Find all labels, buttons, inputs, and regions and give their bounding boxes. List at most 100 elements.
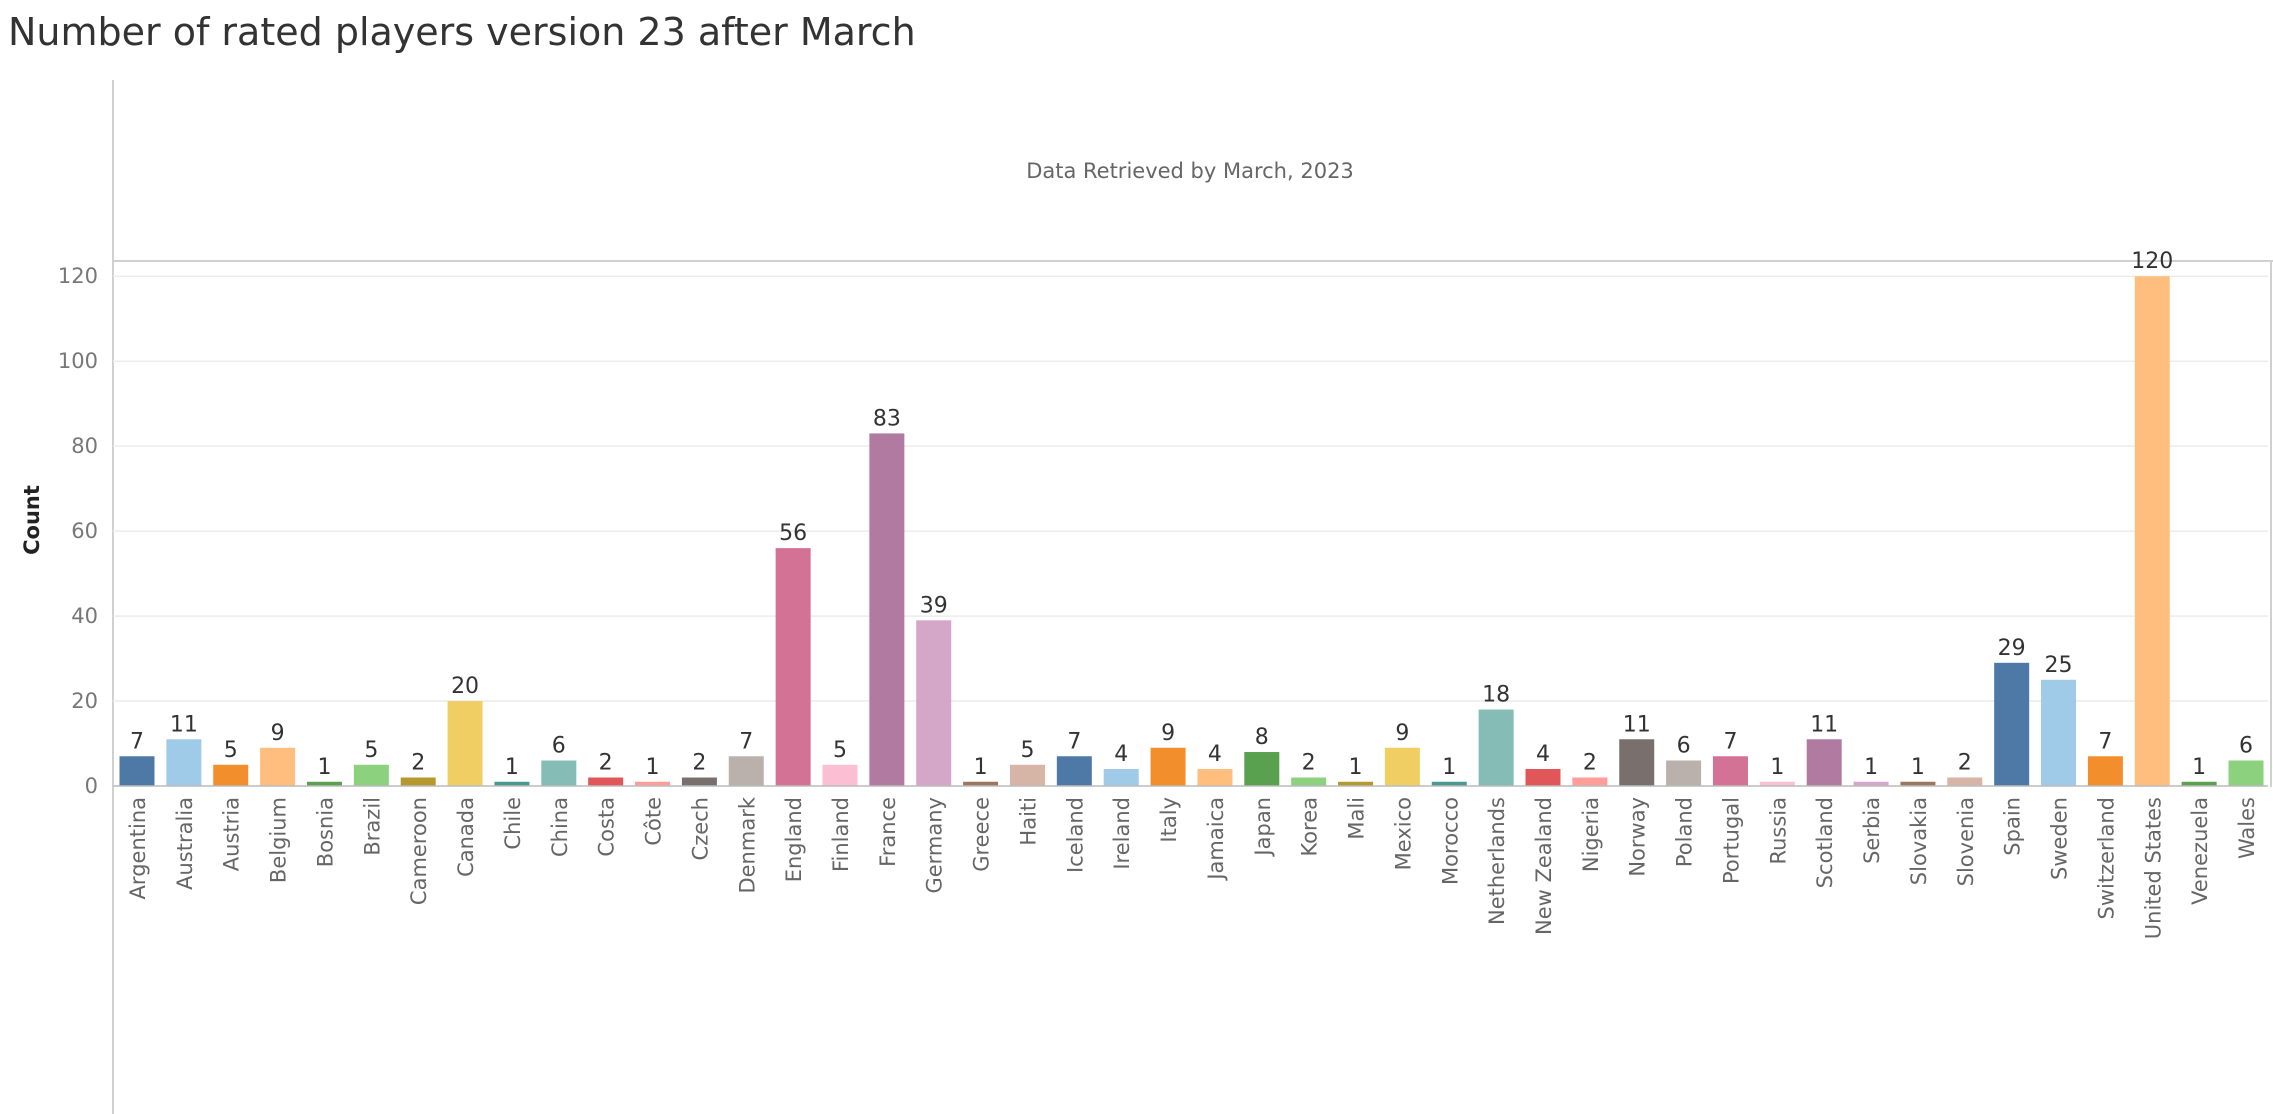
bar-value-label: 6 (1677, 734, 1691, 759)
x-tick-label: Netherlands (1485, 797, 1509, 925)
bar (213, 764, 249, 786)
x-tick-label: Morocco (1438, 797, 1462, 885)
bar (1759, 781, 1795, 786)
x-tick-label: Italy (1157, 797, 1181, 843)
x-tick-label: Scotland (1813, 797, 1837, 888)
bar-value-label: 2 (1583, 751, 1597, 776)
x-tick-label: Greece (970, 797, 994, 872)
bar-value-label: 4 (1208, 742, 1222, 767)
x-tick-label: Belgium (267, 797, 291, 883)
x-tick-label: Nigeria (1579, 797, 1603, 872)
bar-value-label: 1 (1770, 755, 1784, 780)
x-tick-label: Austria (220, 797, 244, 871)
y-tick-label: 100 (58, 349, 98, 373)
bar-value-label: 1 (505, 755, 519, 780)
x-tick-label: Sweden (2048, 797, 2072, 880)
bar (1431, 781, 1467, 786)
x-tick-label: Japan (1251, 797, 1275, 858)
bar (728, 756, 764, 786)
bar (1478, 709, 1514, 786)
gridlines (113, 275, 2268, 702)
bar-value-label: 9 (1395, 721, 1409, 746)
bar (1244, 752, 1280, 786)
x-tick-label: China (548, 797, 572, 857)
bar (166, 739, 202, 786)
x-tick-label: Czech (688, 797, 712, 860)
x-tick-label: Chile (501, 797, 525, 850)
bar (1994, 662, 2030, 786)
bar (2134, 276, 2170, 786)
y-tick-label: 60 (71, 519, 98, 543)
bar-value-label: 5 (224, 738, 238, 763)
bars (119, 276, 2264, 786)
x-tick-label: France (876, 797, 900, 867)
bar (541, 760, 577, 786)
bar (1947, 777, 1983, 786)
bar (2228, 760, 2264, 786)
x-tick-label: Canada (454, 797, 478, 877)
bar-value-label: 2 (1302, 751, 1316, 776)
bar (869, 433, 905, 786)
y-axis-ticks: 0 20 40 60 80 100 120 (58, 264, 98, 798)
x-tick-label: Russia (1766, 797, 1790, 865)
bar (1712, 756, 1748, 786)
x-tick-label: Costa (595, 797, 619, 857)
bar (447, 701, 483, 786)
bar-value-label: 2 (1958, 751, 1972, 776)
bar (635, 781, 671, 786)
bar-value-label: 11 (1810, 712, 1838, 737)
page-title: Number of rated players version 23 after… (8, 10, 916, 54)
bar (400, 777, 436, 786)
bar (2181, 781, 2217, 786)
bar (1666, 760, 1702, 786)
bar-value-label: 7 (2098, 729, 2112, 754)
bar (963, 781, 999, 786)
x-tick-label: Venezuela (2188, 797, 2212, 905)
bar (1338, 781, 1374, 786)
y-tick-label: 0 (85, 774, 98, 798)
bar (1291, 777, 1327, 786)
bar-value-label: 1 (317, 755, 331, 780)
bar (494, 781, 530, 786)
bar (2087, 756, 2123, 786)
bar (1384, 747, 1420, 786)
bar-value-label: 4 (1114, 742, 1128, 767)
bar (1525, 769, 1561, 786)
y-tick-label: 40 (71, 604, 98, 628)
bar-value-label: 5 (364, 738, 378, 763)
bar (353, 764, 389, 786)
x-tick-label: New Zealand (1532, 797, 1556, 935)
x-tick-label: Mali (1345, 797, 1369, 840)
y-axis-title: Count (20, 485, 44, 555)
x-tick-label: Wales (2235, 797, 2259, 859)
x-tick-label: Argentina (126, 797, 150, 899)
bar-value-label: 20 (451, 674, 479, 699)
bar (1806, 739, 1842, 786)
bar-value-label: 7 (739, 729, 753, 754)
x-tick-label: Switzerland (2094, 797, 2118, 920)
x-tick-label: Spain (2001, 797, 2025, 856)
bar (1619, 739, 1655, 786)
x-tick-label: United States (2141, 797, 2165, 939)
y-tick-label: 120 (58, 264, 98, 288)
chart-annotation: Data Retrieved by March, 2023 (1026, 159, 1354, 183)
bar-value-label: 120 (2131, 249, 2173, 274)
x-tick-label: England (782, 797, 806, 882)
bar-value-label: 9 (1161, 721, 1175, 746)
bar-value-label: 4 (1536, 742, 1550, 767)
x-tick-label: Haiti (1016, 797, 1040, 846)
x-tick-label: Jamaica (1204, 797, 1228, 882)
bar-value-label: 7 (130, 729, 144, 754)
bar (1853, 781, 1889, 786)
bar (1103, 769, 1139, 786)
bar-value-label: 1 (1442, 755, 1456, 780)
bar (306, 781, 342, 786)
x-tick-label: Brazil (360, 797, 384, 856)
bar-value-label: 1 (2192, 755, 2206, 780)
bar (119, 756, 155, 786)
bar (1150, 747, 1186, 786)
bar-value-label: 83 (873, 406, 901, 431)
x-tick-label: Bosnia (313, 797, 337, 867)
